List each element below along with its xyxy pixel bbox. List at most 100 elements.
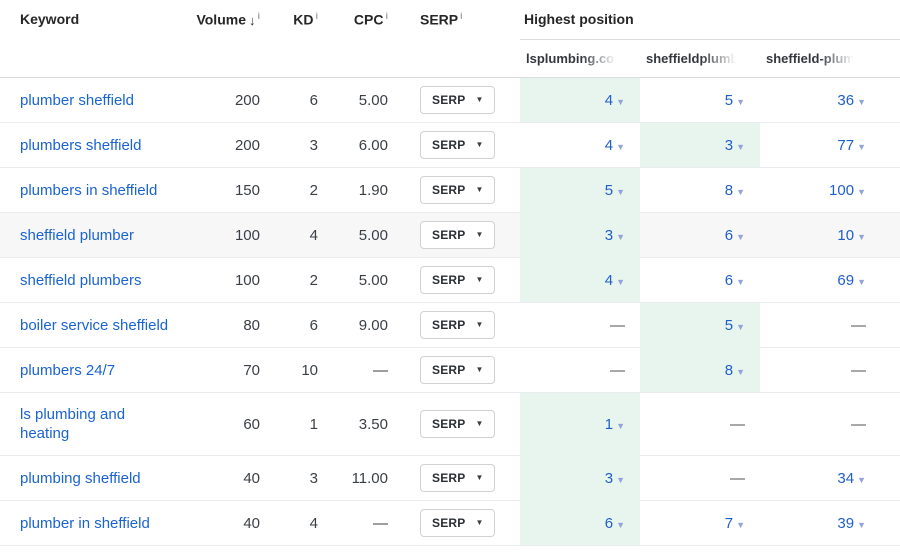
no-position-dash: — [851,361,866,379]
cpc-cell: 6.00 [318,123,388,168]
position-history-toggle[interactable]: 3 ▼ [605,470,625,487]
caret-down-icon: ▼ [616,420,625,431]
position-history-toggle[interactable]: 6 ▼ [605,515,625,532]
position-history-toggle[interactable]: 8 ▼ [725,362,745,379]
position-history-toggle[interactable]: 7 ▼ [725,515,745,532]
keyword-link[interactable]: plumbers sheffield [20,136,142,154]
column-header-kd-label: KD [293,11,314,28]
column-header-cpc-label: CPC [353,11,384,28]
chevron-down-icon: ▼ [475,275,484,284]
caret-down-icon: ▼ [736,321,745,332]
serp-cell: SERP ▼ [388,393,520,456]
keyword-link[interactable]: boiler service sheffield [20,316,169,334]
serp-dropdown-button[interactable]: SERP ▼ [420,86,495,114]
position-value: 6 [724,226,734,244]
column-header-domain-2: sheffieldplumb [640,40,760,78]
position-history-toggle[interactable]: 36 ▼ [837,92,866,109]
serp-dropdown-button[interactable]: SERP ▼ [420,356,495,384]
position-history-toggle[interactable]: 5 ▼ [725,92,745,109]
serp-dropdown-button[interactable]: SERP ▼ [420,410,495,438]
position-value: 100 [829,181,855,199]
position-cell-2: — [640,393,760,456]
position-value: 34 [837,469,855,487]
position-history-toggle[interactable]: 39 ▼ [837,515,866,532]
position-history-toggle[interactable]: 8 ▼ [725,182,745,199]
position-value: 39 [837,514,855,532]
position-value: 4 [604,136,614,154]
keyword-cell: plumbing sheffield [0,456,185,501]
keyword-link[interactable]: sheffield plumber [20,226,134,244]
position-history-toggle[interactable]: 100 ▼ [829,182,866,199]
no-position-dash: — [851,415,866,433]
serp-cell: SERP ▼ [388,303,520,348]
no-position-dash: — [730,415,745,433]
kd-cell: 4 [260,501,318,546]
position-history-toggle[interactable]: 4 ▼ [605,92,625,109]
column-group-highest-position-label: Highest position [524,11,634,27]
serp-dropdown-button[interactable]: SERP ▼ [420,131,495,159]
position-history-toggle[interactable]: 77 ▼ [837,137,866,154]
position-value: 3 [604,469,614,487]
position-history-toggle[interactable]: 5 ▼ [605,182,625,199]
serp-dropdown-button[interactable]: SERP ▼ [420,266,495,294]
column-header-keyword[interactable]: Keyword [0,0,185,78]
serp-dropdown-button[interactable]: SERP ▼ [420,509,495,537]
serp-dropdown-button[interactable]: SERP ▼ [420,176,495,204]
serp-dropdown-button[interactable]: SERP ▼ [420,311,495,339]
position-cell-3: — [760,303,900,348]
position-history-toggle[interactable]: 1 ▼ [605,416,625,433]
serp-button-label: SERP [432,93,466,107]
keyword-cell: plumber in sheffield [0,501,185,546]
position-history-toggle[interactable]: 4 ▼ [605,272,625,289]
keyword-link[interactable]: ls plumbing and heating [20,406,126,442]
serp-button-label: SERP [432,273,466,287]
position-history-toggle[interactable]: 69 ▼ [837,272,866,289]
table-row: sheffield plumber 100 4 5.00 SERP ▼ 3 ▼ 6… [0,213,900,258]
cpc-cell: 3.50 [318,393,388,456]
position-history-toggle[interactable]: 6 ▼ [725,272,745,289]
position-value: 3 [724,136,734,154]
serp-dropdown-button[interactable]: SERP ▼ [420,221,495,249]
column-header-serp[interactable]: SERP i [388,0,520,78]
column-header-volume[interactable]: Volume ↓ i [185,0,260,78]
volume-cell: 150 [185,168,260,213]
keyword-link[interactable]: plumber sheffield [20,91,134,109]
volume-cell: 100 [185,213,260,258]
keyword-link[interactable]: plumbers in sheffield [20,181,158,199]
position-history-toggle[interactable]: 6 ▼ [725,227,745,244]
keyword-link[interactable]: plumbing sheffield [20,469,141,487]
position-history-toggle[interactable]: 3 ▼ [725,137,745,154]
position-history-toggle[interactable]: 3 ▼ [605,227,625,244]
position-cell-2: 8 ▼ [640,348,760,393]
table-row: plumber in sheffield 40 4 — SERP ▼ 6 ▼ 7 ▼… [0,501,900,546]
position-cell-2: 6 ▼ [640,258,760,303]
position-history-toggle[interactable]: 34 ▼ [837,470,866,487]
keyword-link[interactable]: sheffield plumbers [20,271,142,289]
serp-cell: SERP ▼ [388,501,520,546]
column-header-kd[interactable]: KD i [260,0,318,78]
kd-cell: 6 [260,78,318,123]
position-value: 3 [604,226,614,244]
column-header-cpc[interactable]: CPC i [318,0,388,78]
volume-cell: 40 [185,456,260,501]
caret-down-icon: ▼ [857,276,866,287]
caret-down-icon: ▼ [857,474,866,485]
caret-down-icon: ▼ [616,186,625,197]
serp-cell: SERP ▼ [388,168,520,213]
position-history-toggle[interactable]: 4 ▼ [605,137,625,154]
cpc-cell: — [318,348,388,393]
serp-cell: SERP ▼ [388,258,520,303]
chevron-down-icon: ▼ [475,419,484,428]
keyword-link[interactable]: plumbers 24/7 [20,361,116,379]
position-history-toggle[interactable]: 5 ▼ [725,317,745,334]
volume-cell: 60 [185,393,260,456]
info-icon: i [460,11,463,21]
position-history-toggle[interactable]: 10 ▼ [837,227,866,244]
keyword-link[interactable]: plumber in sheffield [20,514,150,532]
serp-dropdown-button[interactable]: SERP ▼ [420,464,495,492]
kd-cell: 3 [260,456,318,501]
chevron-down-icon: ▼ [475,95,484,104]
position-cell-1: — [520,348,640,393]
position-cell-2: 7 ▼ [640,501,760,546]
